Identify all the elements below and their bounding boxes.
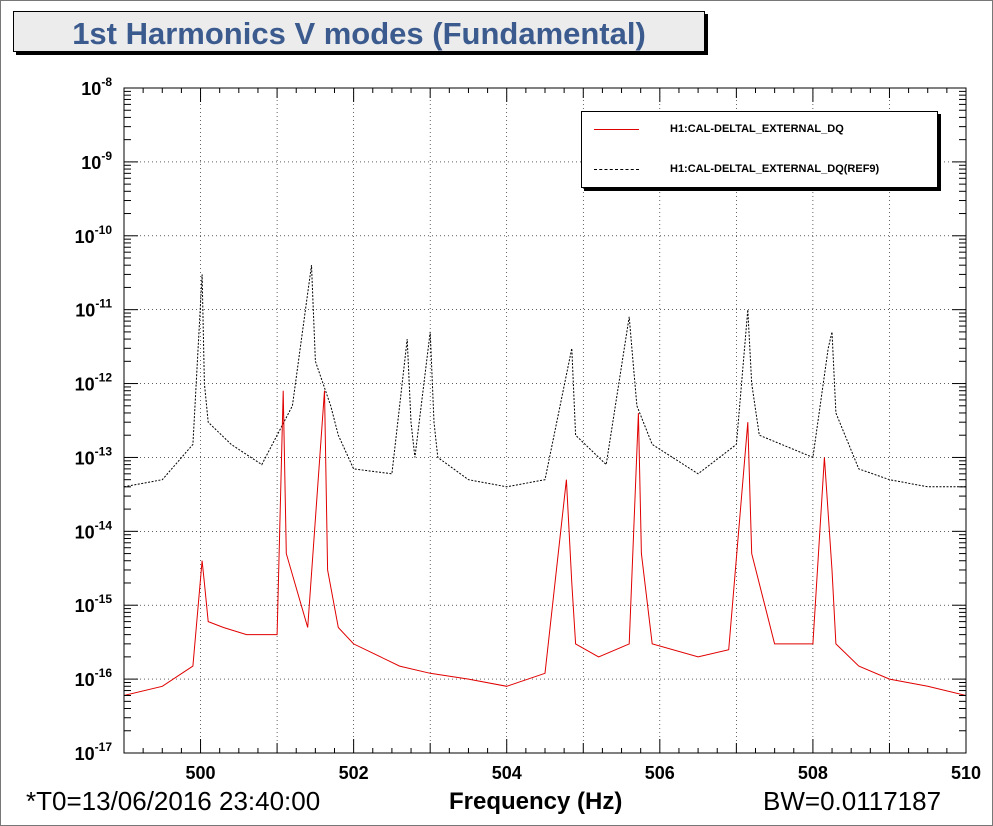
axis-ticks [123,87,967,754]
y-tick-label: 10-8 [81,75,112,99]
x-tick-label: 502 [339,763,369,783]
x-tick-label: 506 [645,763,675,783]
legend-entry-1: H1:CAL-DELTAL_EXTERNAL_DQ [582,120,937,140]
legend-swatch-black-dotted [594,169,639,170]
x-tick-labels: 500 502 504 506 508 510 [186,763,982,783]
t0-label: *T0=13/06/2016 23:40:00 [26,786,321,816]
x-axis-label: Frequency (Hz) [449,788,623,815]
y-tick-label: 10-10 [75,223,113,247]
series-layer [124,265,966,696]
y-tick-label: 10-14 [75,518,113,542]
legend-swatch-red [594,129,639,130]
y-tick-label: 10-17 [75,740,113,764]
legend-label-1: H1:CAL-DELTAL_EXTERNAL_DQ [670,123,844,135]
y-tick-label: 10-15 [75,592,113,616]
y-tick-label: 10-13 [75,444,113,468]
y-tick-label: 10-9 [81,149,112,173]
x-tick-label: 500 [186,763,216,783]
y-tick-label: 10-12 [75,371,113,395]
x-tick-label: 510 [951,763,981,783]
legend-entry-2: H1:CAL-DELTAL_EXTERNAL_DQ(REF9) [582,160,937,180]
legend: H1:CAL-DELTAL_EXTERNAL_DQ H1:CAL-DELTAL_… [581,111,938,188]
legend-label-2: H1:CAL-DELTAL_EXTERNAL_DQ(REF9) [670,163,880,175]
y-tick-label: 10-16 [75,666,113,690]
x-tick-label: 508 [798,763,828,783]
y-tick-label: 10-11 [75,297,112,321]
x-tick-label: 504 [492,763,522,783]
title-box: 1st Harmonics V modes (Fundamental) [13,11,705,52]
chart-title: 1st Harmonics V modes (Fundamental) [72,16,646,51]
series-line-red [124,390,966,696]
series-line-black-dotted [124,265,966,488]
bandwidth-label: BW=0.0117187 [763,786,942,816]
y-tick-labels: 10-8 10-9 10-10 10-11 10-12 10-13 10-14 10-15 10… [75,75,113,764]
